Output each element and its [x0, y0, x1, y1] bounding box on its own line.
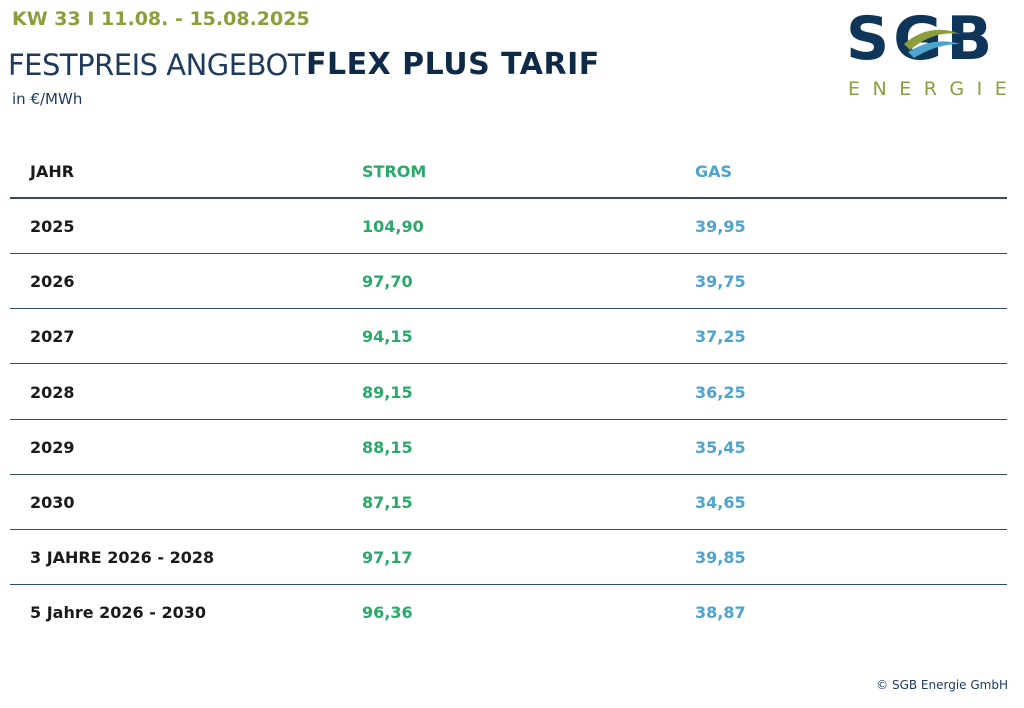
column-header: GAS [695, 162, 733, 181]
table-cell: 35,45 [695, 437, 746, 457]
header-rule [10, 197, 1007, 199]
table-cell: 2030 [30, 493, 75, 512]
table-cell: 97,70 [362, 272, 413, 292]
table-cell: 39,95 [695, 217, 746, 236]
title-bold: FLEX PLUS TARIF [306, 47, 600, 82]
copyright: © SGB Energie GmbH [876, 678, 1008, 692]
table-cell: 39,75 [695, 272, 746, 292]
logo-subtitle: ENERGIE [848, 78, 1020, 100]
unit-label: in €/MWh [12, 90, 83, 108]
table-cell: 97,17 [362, 548, 413, 568]
column-header: JAHR [30, 162, 75, 181]
table-cell: 2027 [30, 327, 75, 347]
week-label: KW 33 I 11.08. - 15.08.2025 [12, 8, 310, 30]
table-cell: 2028 [30, 382, 75, 402]
row-rule [10, 584, 1007, 586]
row-rule [10, 308, 1007, 310]
table-cell: 87,15 [362, 493, 413, 512]
row-rule [10, 418, 1007, 420]
logo-swoosh [904, 29, 960, 58]
table-cell: 36,25 [695, 382, 746, 402]
table-cell: 89,15 [362, 382, 413, 402]
table-cell: 104,90 [362, 217, 424, 236]
table-cell: 94,15 [362, 327, 413, 347]
table-cell: 39,85 [695, 548, 746, 568]
row-rule [10, 529, 1007, 530]
table-cell: 37,25 [695, 327, 746, 347]
row-rule [10, 363, 1007, 365]
table-cell: 3 JAHRE 2026 - 2028 [30, 548, 215, 568]
column-header: STROM [362, 162, 427, 181]
row-rule [10, 253, 1007, 254]
table-cell: 96,36 [362, 603, 413, 623]
table-cell: 5 Jahre 2026 - 2030 [30, 603, 206, 623]
row-rule [10, 473, 1007, 475]
table-cell: 2025 [30, 217, 75, 236]
title: FESTPREIS ANGEBOT [8, 48, 306, 82]
table-cell: 2026 [30, 272, 75, 292]
table-cell: 38,87 [695, 603, 746, 623]
table-cell: 34,65 [695, 493, 746, 512]
table-cell: 88,15 [362, 437, 413, 457]
table-cell: 2029 [30, 437, 75, 457]
